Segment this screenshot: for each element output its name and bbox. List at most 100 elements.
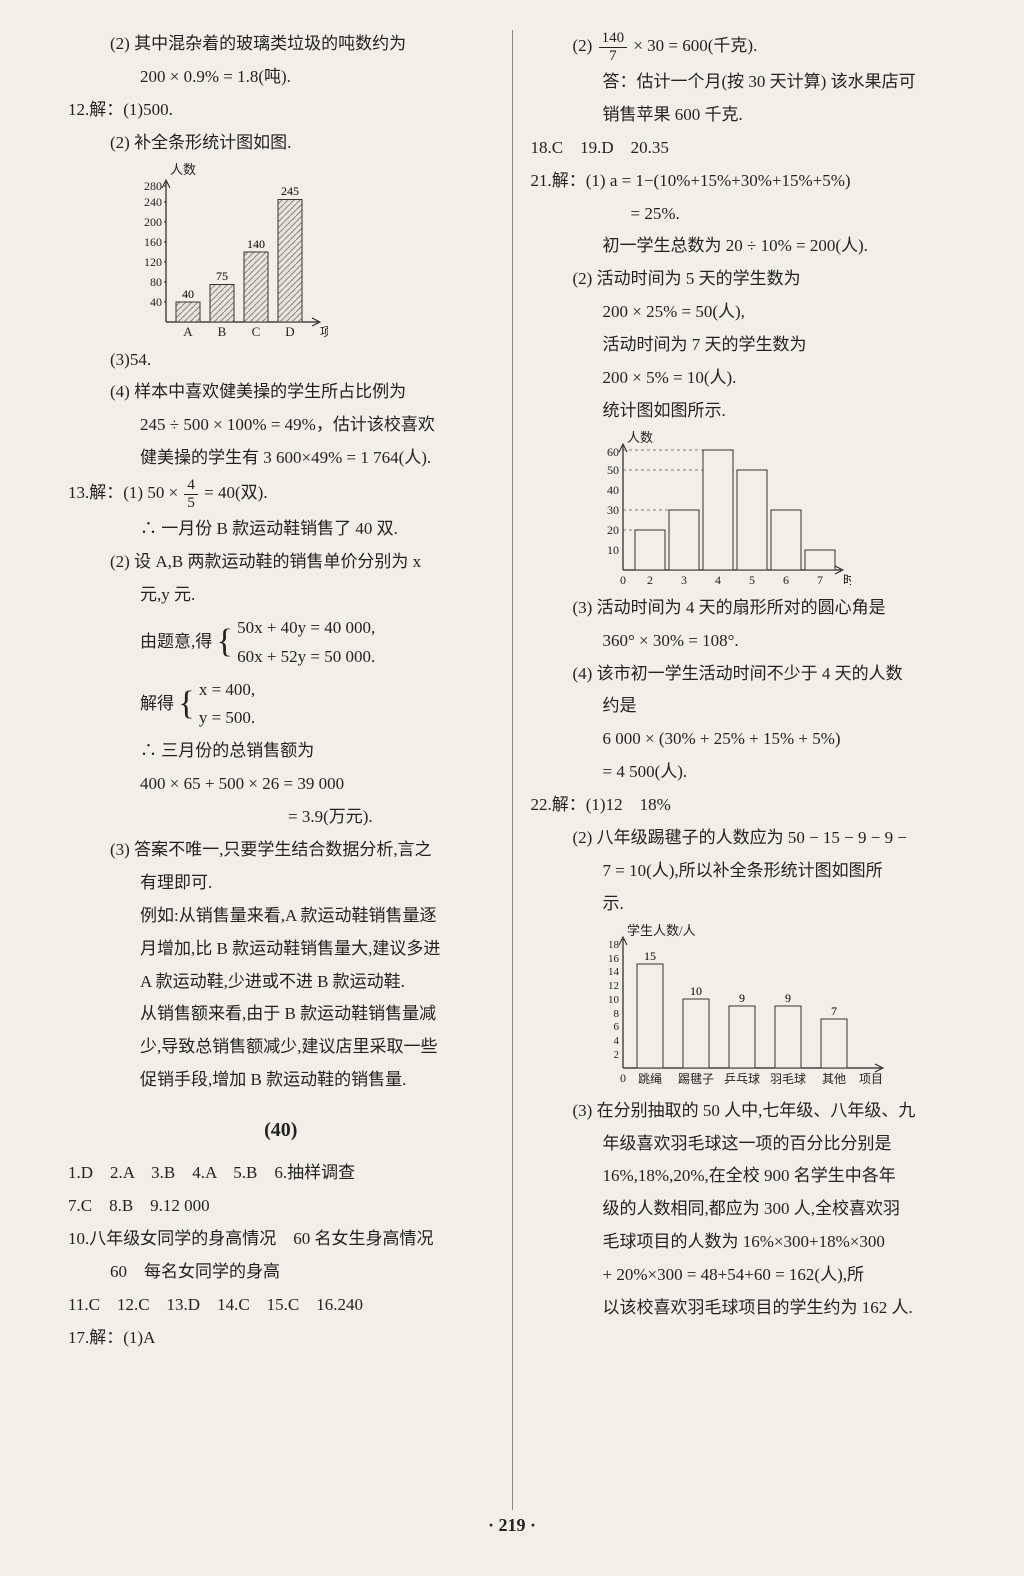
q13-2c-row: 由题意,得 { 50x + 40y = 40 000, 60x + 52y = … [68,614,494,672]
q12-2: (2) 补全条形统计图如图. [68,129,494,158]
q13-3a: (3) 答案不唯一,只要学生结合数据分析,言之 [68,836,494,865]
svg-text:200: 200 [144,215,162,229]
svg-text:时间/天: 时间/天 [843,573,851,587]
q13-text: 13.解：(1) 50 × [68,483,178,502]
svg-text:30: 30 [607,503,619,517]
sol2: y = 500. [199,704,255,733]
q13-3g: 少,导致总销售额减少,建议店里采取一些 [68,1033,494,1062]
svg-text:75: 75 [216,269,228,283]
text: 由题意,得 [140,632,212,651]
svg-text:240: 240 [144,195,162,209]
q21-2c: 活动时间为 7 天的学生数为 [531,331,957,360]
q21-2a: (2) 活动时间为 5 天的学生数为 [531,265,957,294]
q21-head: 21.解：(1) a = 1−(10%+15%+30%+15%+5%) [531,167,957,196]
q21-3a: (3) 活动时间为 4 天的扇形所对的圆心角是 [531,594,957,623]
svg-text:10: 10 [690,984,702,998]
eq2: 60x + 52y = 50 000. [237,643,375,672]
q13-2b: 元,y 元. [68,581,494,610]
q21-4a: (4) 该市初一学生活动时间不少于 4 天的人数 [531,660,957,689]
answers-row: 17.解：(1)A [68,1324,494,1353]
q13-3f: 从销售额来看,由于 B 款运动鞋销售量减 [68,1000,494,1029]
q22-3f: + 20%×300 = 48+54+60 = 162(人),所 [531,1261,957,1290]
q21-4c: 6 000 × (30% + 25% + 15% + 5%) [531,725,957,754]
svg-text:0: 0 [620,573,626,587]
q13-2a: (2) 设 A,B 两款运动鞋的销售单价分别为 x [68,548,494,577]
answers-row: 1.D 2.A 3.B 4.A 5.B 6.抽样调查 [68,1159,494,1188]
q22-3g: 以该校喜欢羽毛球项目的学生约为 162 人. [531,1294,957,1323]
svg-text:C: C [252,324,261,339]
q21-2b: 200 × 25% = 50(人), [531,298,957,327]
q22-2b: 7 = 10(人),所以补全条形统计图如图所 [531,857,957,886]
q21-2e: 统计图如图所示. [531,397,957,426]
svg-text:其他: 其他 [821,1072,845,1086]
svg-text:280: 280 [144,179,162,193]
svg-text:踢毽子: 踢毽子 [677,1072,713,1086]
svg-text:10: 10 [608,994,620,1006]
svg-text:15: 15 [644,949,656,963]
q12-4c: 健美操的学生有 3 600×49% = 1 764(人). [68,444,494,473]
svg-text:B: B [218,324,227,339]
q13-3c: 例如:从销售量来看,A 款运动鞋销售量逐 [68,902,494,931]
brace-icon: { [178,689,194,720]
text-line: (2) 其中混杂着的玻璃类垃圾的吨数约为 [68,30,494,59]
equation-block: 50x + 40y = 40 000, 60x + 52y = 50 000. [237,614,375,672]
svg-text:40: 40 [182,287,194,301]
svg-text:12: 12 [608,980,619,992]
svg-text:项目: 项目 [320,325,328,339]
section-40-title: (40) [68,1113,494,1147]
q22-2a: (2) 八年级踢毽子的人数应为 50 − 15 − 9 − 9 − [531,824,957,853]
q12-3: (3)54. [68,346,494,375]
q13-tail: = 40(双). [204,483,267,502]
svg-text:9: 9 [739,991,745,1005]
eq1: 50x + 40y = 40 000, [237,614,375,643]
q22-3a: (3) 在分别抽取的 50 人中,七年级、八年级、九 [531,1097,957,1126]
svg-text:10: 10 [607,543,619,557]
svg-text:18: 18 [608,939,620,951]
svg-text:学生人数/人: 学生人数/人 [627,923,696,938]
r3: 销售苹果 600 千克. [531,101,957,130]
answers-row: 18.C 19.D 20.35 [531,134,957,163]
q21-1b: = 25%. [531,200,957,229]
answers-row: 60 每名女同学的身高 [68,1258,494,1287]
fraction: 4 5 [184,477,198,511]
page-number: · 219 · [60,1510,964,1541]
answers-row: 7.C 8.B 9.12 000 [68,1192,494,1221]
bar-chart-21: 人数 10 20 30 40 50 60 [591,430,957,590]
r1: (2) 140 7 × 30 = 600(千克). [531,30,957,64]
text: × 30 = 600(千克). [633,36,757,55]
sol1: x = 400, [199,676,255,705]
svg-text:40: 40 [150,295,162,309]
svg-text:16: 16 [608,953,620,965]
svg-text:14: 14 [608,966,620,978]
svg-text:245: 245 [281,184,299,198]
q13-3h: 促销手段,增加 B 款运动鞋的销售量. [68,1066,494,1095]
q22-3d: 级的人数相同,都应为 300 人,全校喜欢羽 [531,1195,957,1224]
q22-3c: 16%,18%,20%,在全校 900 名学生中各年 [531,1162,957,1191]
q13-3d: 月增加,比 B 款运动鞋销售量大,建议多进 [68,935,494,964]
q13-2e: ∴ 三月份的总销售额为 [68,737,494,766]
q21-3b: 360° × 30% = 108°. [531,627,957,656]
svg-text:9: 9 [785,991,791,1005]
svg-text:3: 3 [681,573,687,587]
svg-text:项目: 项目 [858,1072,882,1086]
svg-text:6: 6 [783,573,789,587]
svg-text:2: 2 [613,1049,619,1061]
q22-2c: 示. [531,890,957,919]
q13-1b: ∴ 一月份 B 款运动鞋销售了 40 双. [68,515,494,544]
solution-block: x = 400, y = 500. [199,676,255,734]
q13-2d-row: 解得 { x = 400, y = 500. [68,676,494,734]
q13-3b: 有理即可. [68,869,494,898]
q12-head: 12.解：(1)500. [68,96,494,125]
ylabel: 人数 [170,162,196,177]
text: (2) [573,36,597,55]
right-column: (2) 140 7 × 30 = 600(千克). 答：估计一个月(按 30 天… [513,30,965,1510]
q12-4b: 245 ÷ 500 × 100% = 49%，估计该校喜欢 [68,411,494,440]
svg-text:羽毛球: 羽毛球 [769,1072,805,1086]
answers-row: 11.C 12.C 13.D 14.C 15.C 16.240 [68,1291,494,1320]
q13-head: 13.解：(1) 50 × 4 5 = 40(双). [68,477,494,511]
chart-svg: 人数 40 80 120 160 200 240 280 [128,162,328,342]
q21-4b: 约是 [531,692,957,721]
brace-icon: { [217,627,233,658]
svg-text:2: 2 [647,573,653,587]
q12-4a: (4) 样本中喜欢健美操的学生所占比例为 [68,378,494,407]
